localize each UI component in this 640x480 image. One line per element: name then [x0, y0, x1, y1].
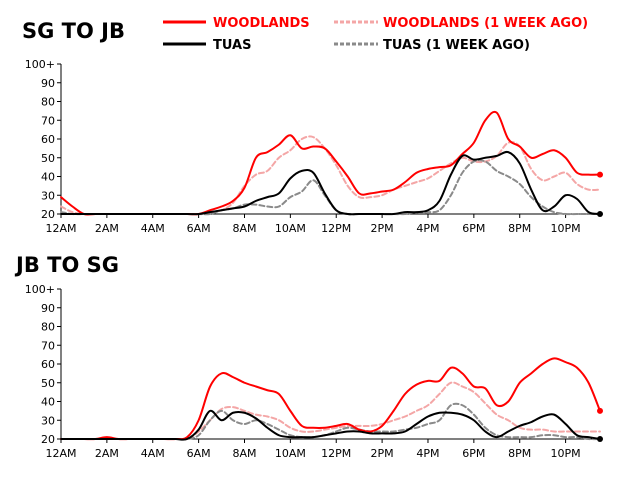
y-tick-label: 70 [41, 339, 55, 352]
y-tick-label: 30 [41, 189, 55, 202]
y-tick-label: 100+ [25, 58, 55, 71]
legend-label-tuas-week-ago: TUAS (1 WEEK AGO) [383, 38, 530, 53]
x-tick-label: 10AM [275, 222, 306, 235]
x-tick-label: 4PM [416, 447, 439, 460]
y-tick-label: 60 [41, 133, 55, 146]
y-tick-label: 90 [41, 302, 55, 315]
x-tick-label: 12AM [45, 222, 76, 235]
x-tick-label: 8PM [508, 222, 531, 235]
x-tick-label: 4PM [416, 222, 439, 235]
series-end-marker-tuas [597, 436, 603, 442]
x-tick-label: 10PM [551, 447, 581, 460]
x-tick-label: 2PM [371, 222, 394, 235]
x-tick-label: 2PM [371, 447, 394, 460]
legend: WOODLANDS WOODLANDS (1 WEEK AGO) TUAS TU… [163, 16, 588, 53]
y-tick-label: 100+ [25, 283, 55, 296]
x-tick-label: 10AM [275, 447, 306, 460]
series-line-woodlands-week-ago [60, 381, 601, 441]
x-tick-label: 4AM [141, 222, 165, 235]
series-line-tuas-week-ago [60, 159, 601, 216]
panel-title-sg-to-jb: SG TO JB [22, 19, 125, 43]
x-tick-label: 2AM [95, 222, 119, 235]
y-tick-label: 30 [41, 414, 55, 427]
x-tick-label: 12PM [321, 222, 351, 235]
x-tick-label: 10PM [551, 222, 581, 235]
y-tick-label: 20 [41, 433, 55, 446]
x-tick-label: 8AM [232, 222, 256, 235]
x-tick-label: 4AM [141, 447, 165, 460]
series-end-marker-tuas [597, 211, 603, 217]
legend-label-woodlands: WOODLANDS [213, 16, 310, 31]
chart-panel-jb-to-sg: 20 30 40 50 60 70 80 90 100+ 12AM 2AM 4AM 6AM 8AM 10AM… [25, 283, 603, 460]
x-tick-label: 12AM [45, 447, 76, 460]
y-tick-label: 40 [41, 396, 55, 409]
series-line-tuas [60, 409, 601, 441]
series-end-marker-woodlands [597, 407, 603, 414]
x-tick-label: 6PM [462, 222, 485, 235]
x-tick-label: 8AM [232, 447, 256, 460]
y-tick-label: 40 [41, 171, 55, 184]
x-tick-label: 8PM [508, 447, 531, 460]
x-tick-label: 6PM [462, 447, 485, 460]
y-tick-label: 50 [41, 152, 55, 165]
series-end-marker-woodlands [597, 171, 603, 178]
y-tick-label: 50 [41, 377, 55, 390]
y-tick-label: 80 [41, 321, 55, 334]
legend-label-woodlands-week-ago: WOODLANDS (1 WEEK AGO) [383, 16, 588, 31]
chart-panel-sg-to-jb: 20 30 40 50 60 70 80 90 100+ 12AM 2AM 4AM 6AM 8AM 10AM… [25, 58, 603, 235]
series-line-tuas [60, 150, 601, 216]
x-tick-label: 6AM [187, 447, 211, 460]
panel-title-jb-to-sg: JB TO SG [14, 253, 119, 277]
y-tick-label: 70 [41, 114, 55, 127]
x-tick-label: 12PM [321, 447, 351, 460]
legend-label-tuas: TUAS [213, 38, 251, 53]
y-tick-label: 20 [41, 208, 55, 221]
y-tick-label: 60 [41, 358, 55, 371]
x-tick-label: 2AM [95, 447, 119, 460]
x-tick-label: 6AM [187, 222, 211, 235]
y-tick-label: 90 [41, 77, 55, 90]
y-tick-label: 80 [41, 96, 55, 109]
